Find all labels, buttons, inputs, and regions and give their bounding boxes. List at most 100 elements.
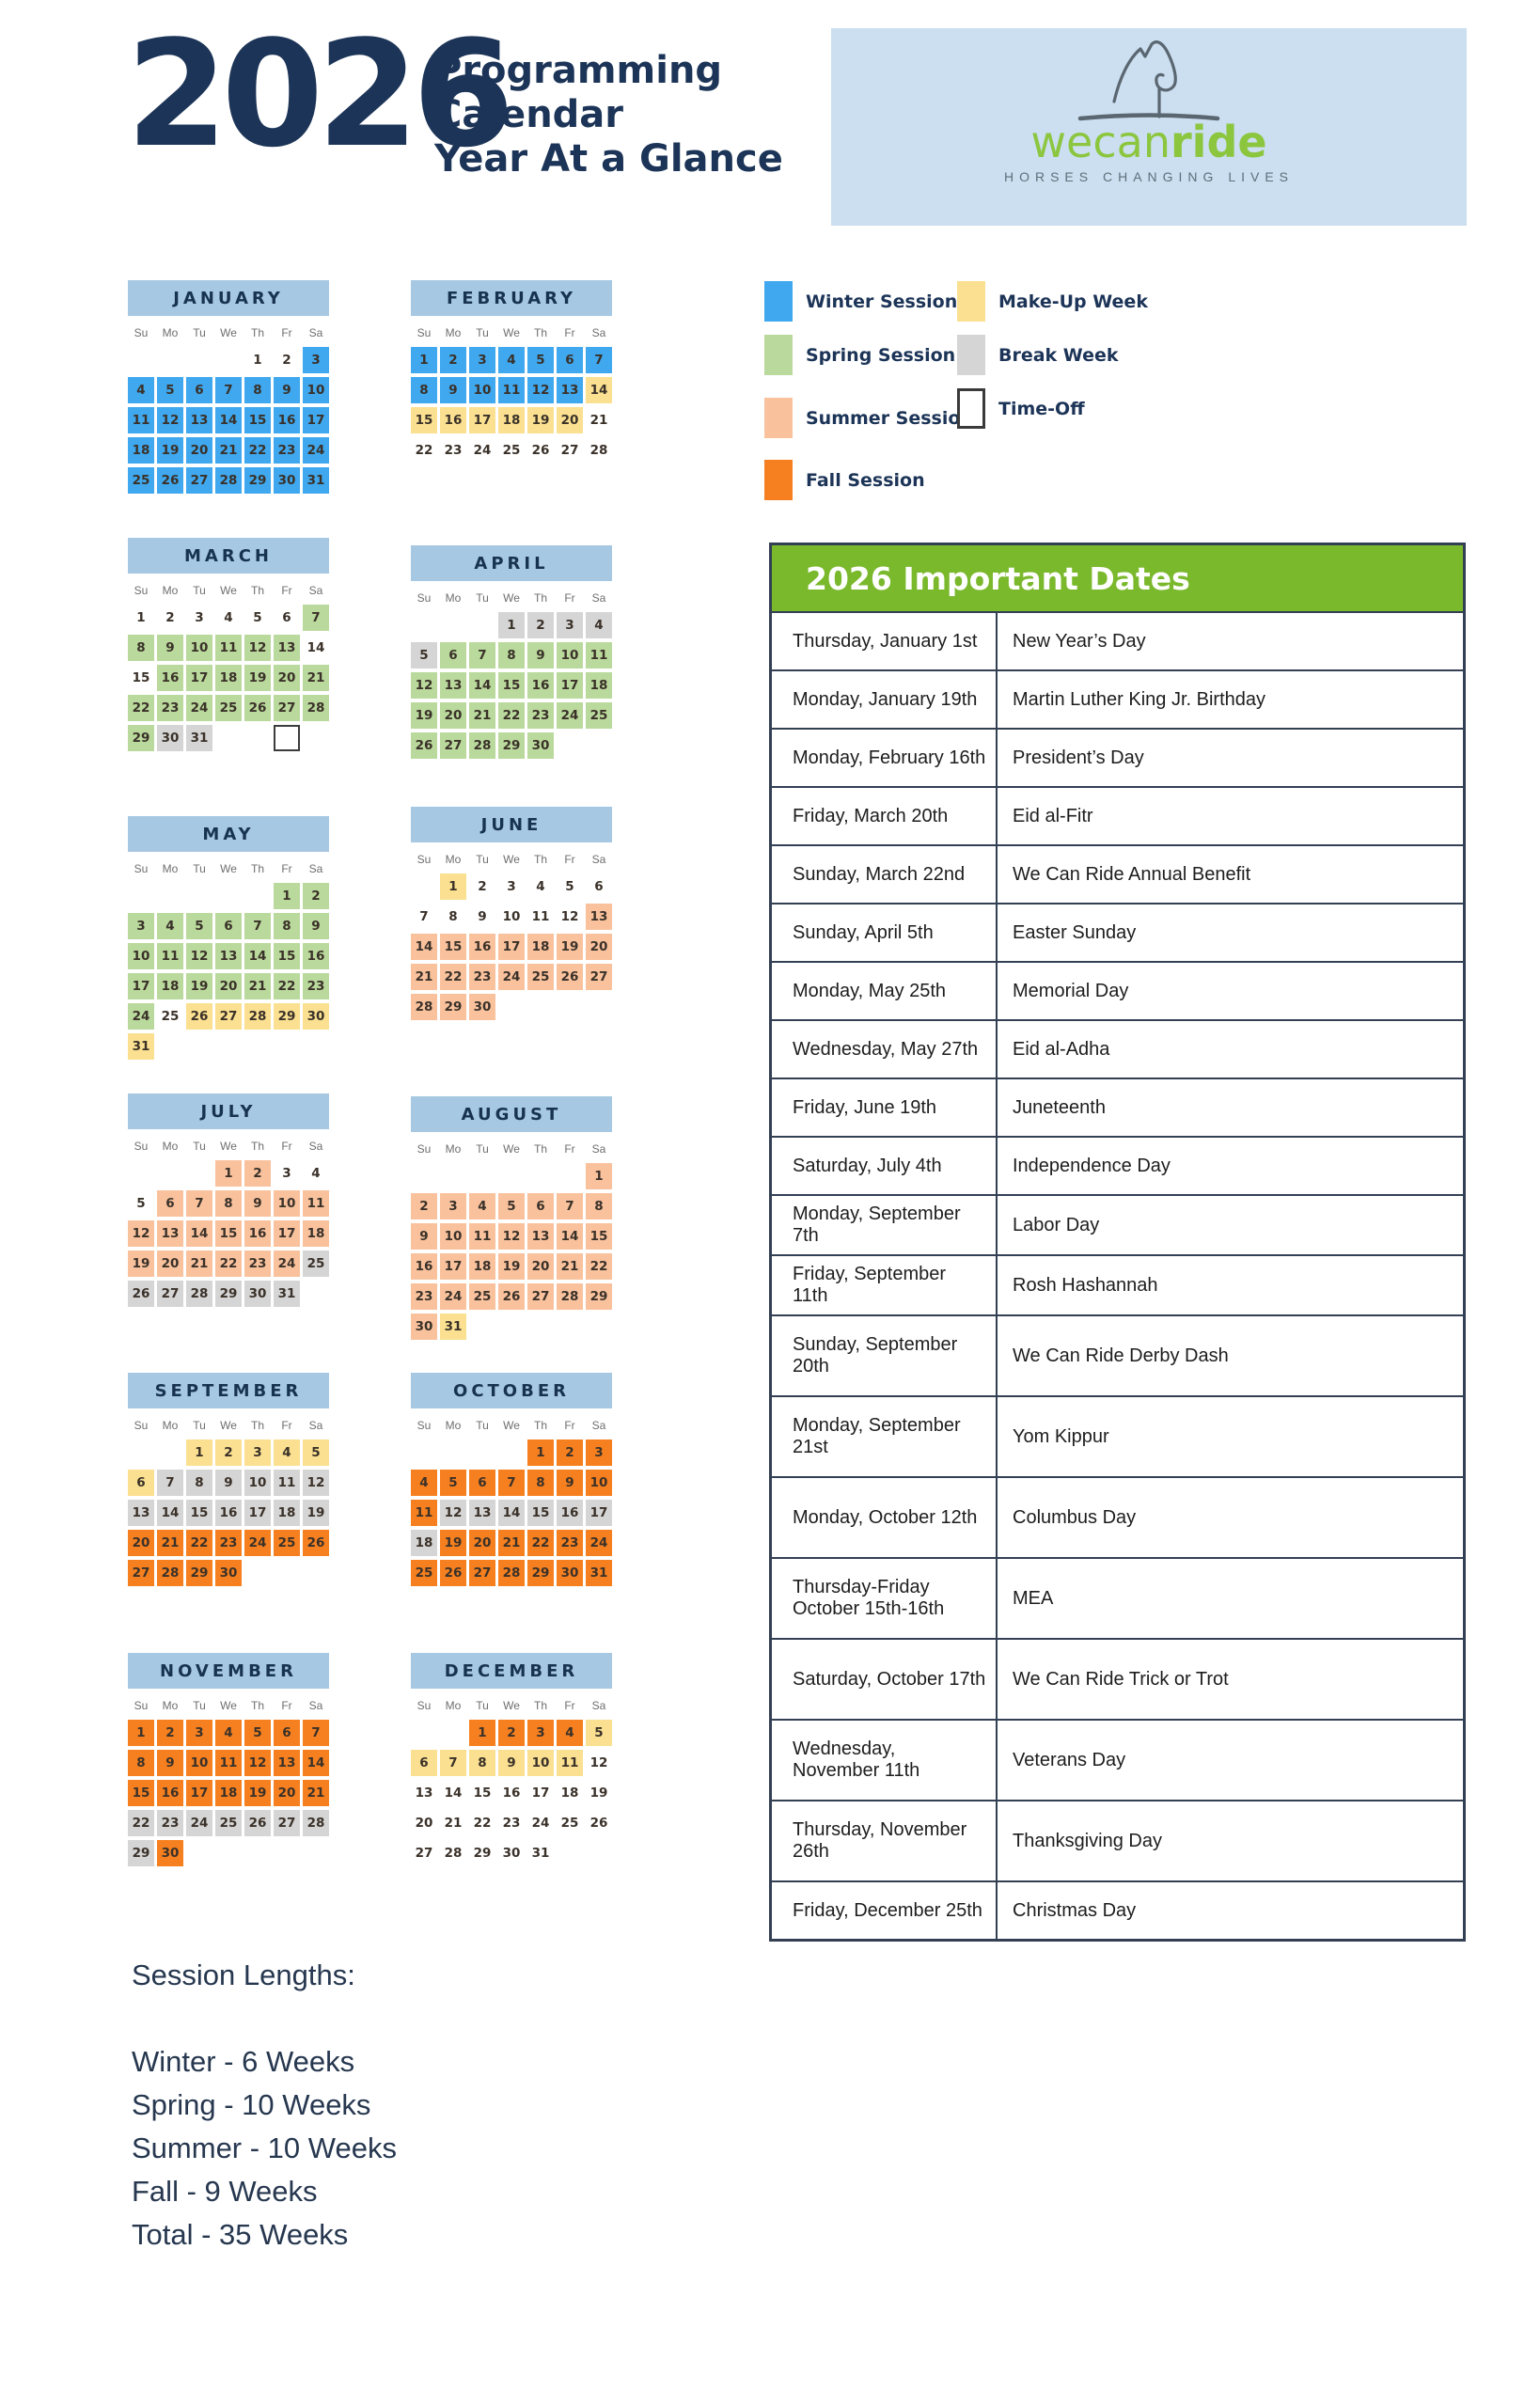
day-cell: 13	[469, 1500, 495, 1526]
day-cell: 20	[157, 1251, 183, 1277]
weekday-row: Su Mo Tu We Th Fr Sa	[411, 326, 612, 339]
month-calendar-december: DECEMBER Su Mo Tu We Th Fr Sa 1 2 3 4 5 6 7 8 9 10 11 12 13 1…	[411, 1653, 612, 1866]
day-cell: 26	[186, 1003, 212, 1030]
empty-cell	[215, 725, 242, 751]
day-cell: 9	[244, 1190, 271, 1217]
day-cell: 4	[274, 1439, 300, 1466]
session-length-line: Total - 35 Weeks	[132, 2218, 349, 2251]
day-cell: 8	[186, 1470, 212, 1496]
day-cell: 27	[415, 1846, 433, 1861]
day-cell: 19	[244, 1780, 271, 1806]
important-date-cell: Saturday, October 17th	[793, 1668, 986, 1690]
weekday-label: Tu	[476, 591, 489, 605]
day-cell: 30	[527, 732, 554, 759]
day-cell: 12	[186, 943, 212, 969]
day-cell: 1	[253, 353, 262, 368]
day-cell: 10	[186, 1750, 212, 1776]
day-cell: 14	[306, 640, 325, 655]
weekday-label: Th	[250, 1140, 264, 1153]
day-cell: 10	[274, 1190, 300, 1217]
weekday-label: Th	[533, 1419, 547, 1432]
weekday-label: Su	[134, 1140, 149, 1153]
day-cell: 19	[527, 407, 554, 433]
day-cell: 28	[215, 467, 242, 494]
day-cell: 7	[440, 1750, 466, 1776]
day-cell: 12	[589, 1755, 608, 1770]
day-cell: 13	[128, 1500, 154, 1526]
weekday-label: Fr	[564, 1142, 575, 1156]
empty-cell	[186, 1160, 212, 1187]
weekday-label: Mo	[445, 1142, 462, 1156]
day-cell: 22	[274, 973, 300, 999]
day-grid: 1 2 3 4 5 6 7 8 9 10 11 12 13 14 15 16 17 18 19 20 21 22 23 24 2…	[128, 1439, 329, 1586]
weekday-label: Fr	[281, 326, 292, 339]
session-length-line: Fall - 9 Weeks	[132, 2175, 318, 2208]
day-cell: 10	[527, 1750, 554, 1776]
month-calendar-may: MAY Su Mo Tu We Th Fr Sa 1 2 3 4 5 6 7 8 9 10 11 12 13 14 15 16…	[128, 816, 329, 1060]
important-date-row: Thursday, November 26th Thanksgiving Day	[772, 1800, 1463, 1880]
day-cell: 21	[411, 964, 437, 990]
day-cell: 25	[161, 1009, 180, 1024]
day-cell: 2	[165, 610, 175, 625]
day-cell: 26	[557, 964, 583, 990]
day-cell: 1	[128, 1720, 154, 1746]
day-cell: 10	[128, 943, 154, 969]
day-cell: 1	[136, 610, 146, 625]
day-cell: 14	[186, 1220, 212, 1247]
month-calendar-february: FEBRUARY Su Mo Tu We Th Fr Sa 1 2 3 4 5 6 7 8 9 10 11 12 13 1…	[411, 280, 612, 464]
day-cell: 17	[186, 665, 212, 691]
legend-item-winter: Winter Session	[764, 281, 957, 322]
day-cell: 31	[440, 1314, 466, 1340]
day-cell: 22	[586, 1253, 612, 1280]
legend-item-spring: Spring Session	[764, 335, 955, 375]
day-cell: 4	[411, 1470, 437, 1496]
month-title: APRIL	[411, 545, 612, 581]
empty-cell	[411, 1720, 437, 1746]
empty-cell	[469, 612, 495, 638]
day-cell: 25	[527, 964, 554, 990]
weekday-label: Mo	[162, 862, 179, 875]
weekday-label: Tu	[476, 1699, 489, 1712]
day-cell: 16	[469, 934, 495, 960]
day-cell: 24	[274, 1251, 300, 1277]
day-cell: 3	[469, 347, 495, 373]
weekday-row: Su Mo Tu We Th Fr Sa	[128, 326, 329, 339]
page-title: Programming Calendar Year At a Glance	[434, 49, 783, 182]
day-cell: 14	[469, 672, 495, 699]
important-event-cell: Thanksgiving Day	[996, 1801, 1463, 1880]
weekday-label: Fr	[564, 1699, 575, 1712]
day-cell: 30	[215, 1560, 242, 1586]
day-grid: 1 2 3 4 5 6 7 8 9 10 11 12 13 14 15 16 17 18 19 20 21 22 23 24 2…	[128, 1720, 329, 1866]
day-cell: 8	[586, 1193, 612, 1219]
day-cell: 25	[502, 443, 521, 458]
day-cell: 6	[215, 913, 242, 939]
month-title: JANUARY	[128, 280, 329, 316]
day-cell: 1	[411, 347, 437, 373]
day-cell: 20	[186, 437, 212, 464]
weekday-label: Sa	[591, 853, 606, 866]
logo: wecanride HORSES CHANGING LIVES	[831, 28, 1467, 226]
important-event-cell: Labor Day	[996, 1196, 1463, 1254]
weekday-label: Tu	[193, 862, 206, 875]
important-dates-body: Thursday, January 1st New Year’s Day Monda…	[772, 611, 1463, 1939]
day-cell: 16	[303, 943, 329, 969]
day-cell: 15	[215, 1220, 242, 1247]
weekday-label: Mo	[445, 1419, 462, 1432]
weekday-label: Mo	[162, 1699, 179, 1712]
day-cell: 24	[186, 695, 212, 721]
weekday-label: We	[220, 862, 237, 875]
important-date-cell: Thursday, November 26th	[793, 1819, 967, 1862]
day-cell: 10	[502, 909, 521, 924]
page-title-line-2: Calendar	[434, 93, 624, 137]
month-title: AUGUST	[411, 1096, 612, 1132]
day-cell: 24	[531, 1816, 550, 1831]
day-cell: 15	[128, 1780, 154, 1806]
important-date-cell: Monday, September 7th	[793, 1204, 961, 1246]
day-cell: 1	[586, 1163, 612, 1189]
day-cell: 9	[215, 1470, 242, 1496]
winter-swatch-icon	[764, 281, 793, 322]
day-cell: 10	[303, 377, 329, 403]
day-cell: 15	[274, 943, 300, 969]
day-cell: 2	[244, 1160, 271, 1187]
month-title: MAY	[128, 816, 329, 852]
